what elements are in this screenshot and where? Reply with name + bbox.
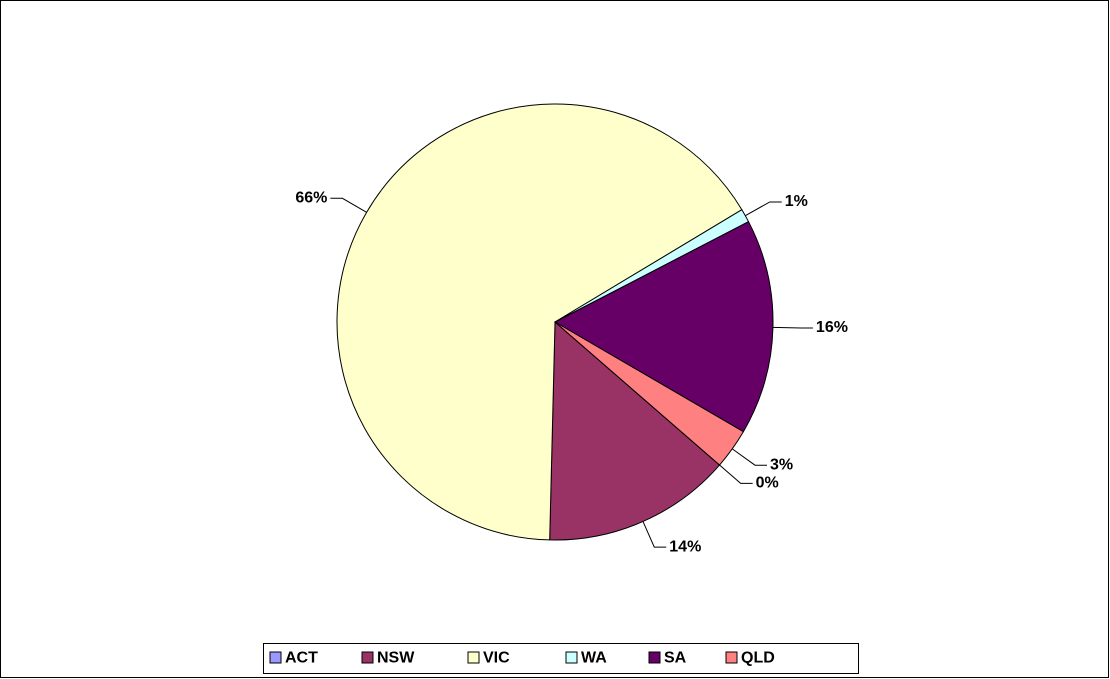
leader-line — [330, 197, 367, 213]
legend-swatch — [361, 651, 374, 664]
data-label: 1% — [785, 193, 808, 210]
legend-label: SA — [664, 650, 687, 667]
legend-swatch — [565, 651, 578, 664]
data-label: 0% — [756, 475, 779, 492]
leader-line — [772, 326, 813, 329]
data-label: 3% — [770, 456, 793, 473]
data-label: 66% — [295, 189, 327, 206]
legend-swatch — [648, 651, 661, 664]
leader-line — [745, 201, 782, 217]
data-label: 16% — [816, 319, 848, 336]
legend-swatch — [269, 651, 282, 664]
legend-label: QLD — [741, 650, 775, 667]
legend-label: WA — [581, 650, 607, 667]
leader-line — [719, 464, 753, 484]
legend-swatch — [725, 651, 738, 664]
legend-label: NSW — [377, 650, 415, 667]
leader-line — [731, 448, 768, 466]
legend-label: VIC — [483, 650, 510, 667]
legend-label: ACT — [285, 650, 318, 667]
legend-swatch — [467, 651, 480, 664]
leader-line — [642, 521, 667, 548]
data-label: 14% — [669, 538, 701, 555]
